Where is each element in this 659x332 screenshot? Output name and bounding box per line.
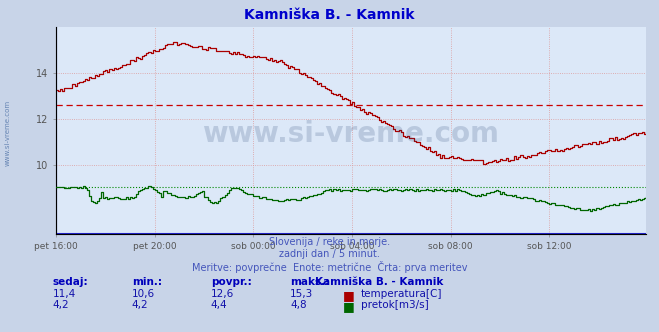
Text: 4,2: 4,2: [53, 300, 69, 310]
Text: zadnji dan / 5 minut.: zadnji dan / 5 minut.: [279, 249, 380, 259]
Text: 10,6: 10,6: [132, 289, 155, 299]
Text: www.si-vreme.com: www.si-vreme.com: [5, 100, 11, 166]
Text: Slovenija / reke in morje.: Slovenija / reke in morje.: [269, 237, 390, 247]
Text: ■: ■: [343, 289, 355, 302]
Text: pretok[m3/s]: pretok[m3/s]: [361, 300, 429, 310]
Text: ■: ■: [343, 300, 355, 313]
Text: min.:: min.:: [132, 277, 162, 287]
Text: 11,4: 11,4: [53, 289, 76, 299]
Text: Kamniška B. - Kamnik: Kamniška B. - Kamnik: [244, 8, 415, 22]
Text: www.si-vreme.com: www.si-vreme.com: [202, 121, 500, 148]
Text: 4,8: 4,8: [290, 300, 306, 310]
Text: 15,3: 15,3: [290, 289, 313, 299]
Text: Meritve: povprečne  Enote: metrične  Črta: prva meritev: Meritve: povprečne Enote: metrične Črta:…: [192, 261, 467, 273]
Text: temperatura[C]: temperatura[C]: [361, 289, 443, 299]
Text: 4,2: 4,2: [132, 300, 148, 310]
Text: povpr.:: povpr.:: [211, 277, 252, 287]
Text: maks.:: maks.:: [290, 277, 330, 287]
Text: 4,4: 4,4: [211, 300, 227, 310]
Text: 12,6: 12,6: [211, 289, 234, 299]
Text: sedaj:: sedaj:: [53, 277, 88, 287]
Text: Kamniška B. - Kamnik: Kamniška B. - Kamnik: [315, 277, 443, 287]
